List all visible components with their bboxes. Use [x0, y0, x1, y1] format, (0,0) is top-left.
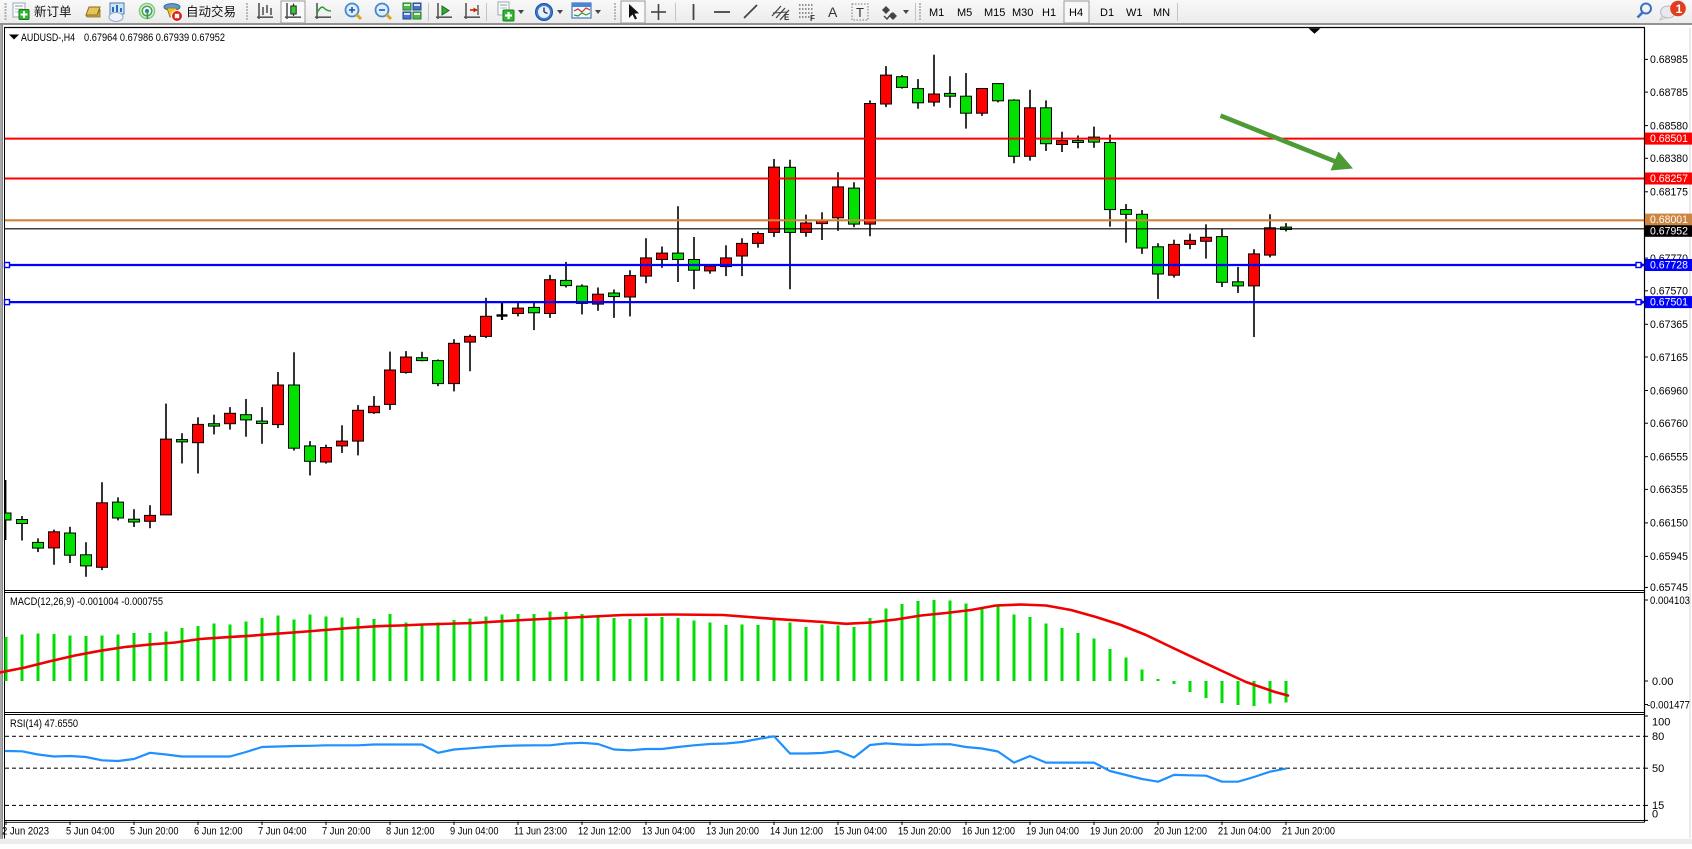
- svg-text:12 Jun 12:00: 12 Jun 12:00: [578, 826, 631, 838]
- svg-text:A: A: [828, 4, 838, 20]
- svg-text:0.68175: 0.68175: [1650, 187, 1688, 199]
- svg-text:0.68257: 0.68257: [1650, 173, 1688, 185]
- svg-text:0.68001: 0.68001: [1650, 214, 1688, 226]
- svg-text:19 Jun 04:00: 19 Jun 04:00: [1026, 826, 1079, 838]
- svg-text:W1: W1: [1126, 7, 1143, 19]
- svg-text:0.66555: 0.66555: [1650, 452, 1688, 464]
- svg-text:0.67964 0.67986 0.67939 0.6795: 0.67964 0.67986 0.67939 0.67952: [84, 32, 225, 44]
- svg-text:0.67728: 0.67728: [1650, 260, 1688, 272]
- svg-text:13 Jun 20:00: 13 Jun 20:00: [706, 826, 759, 838]
- svg-text:M30: M30: [1012, 7, 1033, 19]
- svg-text:0.004103: 0.004103: [1650, 595, 1690, 607]
- svg-text:15 Jun 04:00: 15 Jun 04:00: [834, 826, 887, 838]
- svg-text:0.68380: 0.68380: [1650, 153, 1688, 165]
- svg-text:7 Jun 20:00: 7 Jun 20:00: [322, 826, 371, 838]
- svg-text:RSI(14) 47.6550: RSI(14) 47.6550: [10, 718, 78, 730]
- svg-text:0.66760: 0.66760: [1650, 418, 1688, 430]
- svg-text:T: T: [856, 5, 864, 20]
- svg-text:2 Jun 2023: 2 Jun 2023: [2, 826, 49, 838]
- svg-text:0.68580: 0.68580: [1650, 120, 1688, 132]
- svg-text:E: E: [784, 13, 790, 22]
- svg-text:0.00: 0.00: [1652, 676, 1673, 688]
- svg-text:19 Jun 20:00: 19 Jun 20:00: [1090, 826, 1143, 838]
- svg-text:M5: M5: [957, 7, 972, 19]
- svg-text:H4: H4: [1069, 7, 1083, 19]
- svg-text:21 Jun 04:00: 21 Jun 04:00: [1218, 826, 1271, 838]
- svg-text:6 Jun 12:00: 6 Jun 12:00: [194, 826, 243, 838]
- svg-text:MACD(12,26,9) -0.001004 -0.000: MACD(12,26,9) -0.001004 -0.000755: [10, 596, 163, 608]
- svg-text:0.68785: 0.68785: [1650, 87, 1688, 99]
- svg-text:0.67570: 0.67570: [1650, 286, 1688, 298]
- svg-text:0.68501: 0.68501: [1650, 133, 1688, 145]
- svg-text:D1: D1: [1100, 7, 1114, 19]
- svg-text:AUDUSD-,H4: AUDUSD-,H4: [21, 32, 75, 44]
- svg-text:0.68985: 0.68985: [1650, 54, 1688, 66]
- svg-text:15: 15: [1652, 800, 1664, 812]
- svg-text:H1: H1: [1042, 7, 1056, 19]
- svg-text:100: 100: [1652, 717, 1670, 729]
- svg-text:8 Jun 12:00: 8 Jun 12:00: [386, 826, 435, 838]
- svg-text:80: 80: [1652, 731, 1664, 743]
- svg-text:5 Jun 04:00: 5 Jun 04:00: [66, 826, 115, 838]
- svg-text:7 Jun 04:00: 7 Jun 04:00: [258, 826, 307, 838]
- svg-text:0.67365: 0.67365: [1650, 319, 1688, 331]
- svg-text:15 Jun 20:00: 15 Jun 20:00: [898, 826, 951, 838]
- svg-text:0.65745: 0.65745: [1650, 582, 1688, 594]
- svg-text:21 Jun 20:00: 21 Jun 20:00: [1282, 826, 1335, 838]
- svg-text:13 Jun 04:00: 13 Jun 04:00: [642, 826, 695, 838]
- svg-text:0.67501: 0.67501: [1650, 297, 1688, 309]
- svg-text:0.66960: 0.66960: [1650, 385, 1688, 397]
- svg-text:5 Jun 20:00: 5 Jun 20:00: [130, 826, 179, 838]
- svg-text:0.66150: 0.66150: [1650, 518, 1688, 530]
- svg-text:20 Jun 12:00: 20 Jun 12:00: [1154, 826, 1207, 838]
- svg-text:50: 50: [1652, 763, 1664, 775]
- svg-text:0.67952: 0.67952: [1650, 226, 1688, 238]
- svg-text:9 Jun 04:00: 9 Jun 04:00: [450, 826, 499, 838]
- svg-text:MN: MN: [1153, 7, 1170, 19]
- svg-text:0.67165: 0.67165: [1650, 352, 1688, 364]
- svg-text:新订单: 新订单: [34, 4, 72, 19]
- svg-text:14 Jun 12:00: 14 Jun 12:00: [770, 826, 823, 838]
- svg-text:1: 1: [1676, 2, 1683, 16]
- svg-text:自动交易: 自动交易: [186, 4, 236, 19]
- svg-text:0.66355: 0.66355: [1650, 484, 1688, 496]
- svg-text:11 Jun 23:00: 11 Jun 23:00: [514, 826, 567, 838]
- svg-text:-0.001477: -0.001477: [1647, 699, 1690, 711]
- svg-text:0: 0: [1652, 809, 1658, 821]
- svg-text:0.65945: 0.65945: [1650, 551, 1688, 563]
- svg-text:16 Jun 12:00: 16 Jun 12:00: [962, 826, 1015, 838]
- svg-text:F: F: [810, 14, 815, 23]
- svg-text:M15: M15: [984, 7, 1005, 19]
- svg-text:M1: M1: [929, 7, 944, 19]
